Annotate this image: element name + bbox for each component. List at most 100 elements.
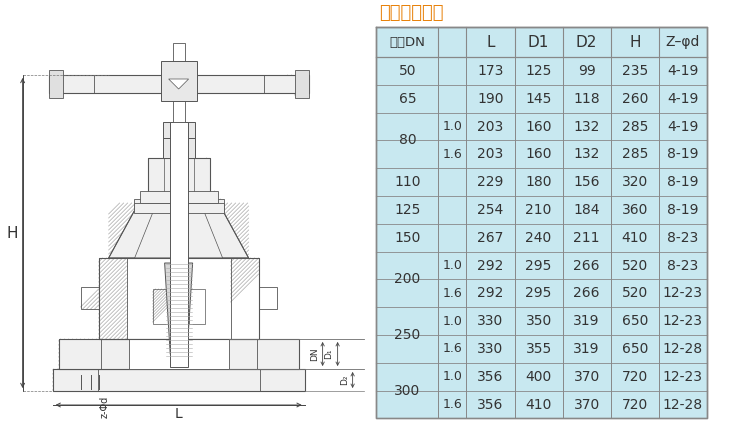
Text: 4-19: 4-19 [668,92,698,106]
Bar [153,289,169,324]
Text: 1.6: 1.6 [442,342,462,355]
Text: 12-23: 12-23 [663,370,703,384]
Text: 8-23: 8-23 [668,258,698,272]
Bar [231,258,259,339]
Text: 300: 300 [394,384,421,398]
Bar [49,75,94,93]
Text: 295: 295 [526,286,552,300]
Text: 650: 650 [622,342,648,356]
Text: 173: 173 [477,64,504,78]
Text: 180: 180 [525,175,552,189]
Text: 285: 285 [622,120,648,134]
Text: 235: 235 [622,64,648,78]
Text: 400: 400 [526,370,552,384]
Text: 292: 292 [477,258,504,272]
Bar [295,70,309,98]
Bar [129,339,229,369]
Text: 250: 250 [394,328,421,342]
Text: 356: 356 [477,398,504,412]
Text: L: L [486,35,495,49]
Bar [53,369,305,391]
Text: 1.6: 1.6 [442,148,462,161]
Bar [260,369,305,391]
Text: 319: 319 [574,314,600,328]
Text: 8-19: 8-19 [667,147,698,161]
Text: 125: 125 [526,64,552,78]
Bar [189,289,205,324]
Text: 8-19: 8-19 [667,175,698,189]
Bar [134,203,224,213]
Text: 1.0: 1.0 [442,259,462,272]
Text: 330: 330 [477,342,503,356]
Text: Z–φd: Z–φd [666,35,700,49]
Polygon shape [109,203,248,258]
Text: 285: 285 [622,147,648,161]
Text: 260: 260 [622,92,648,106]
Text: 319: 319 [574,342,600,356]
Bar [140,191,218,203]
Text: 330: 330 [477,314,503,328]
Bar [148,158,209,203]
Bar [256,339,298,369]
Text: 118: 118 [573,92,600,106]
Text: D₁: D₁ [325,349,334,359]
Text: 1.0: 1.0 [442,370,462,383]
Bar [99,258,259,339]
Bar [163,138,195,158]
Bar [170,122,188,367]
Polygon shape [165,263,193,364]
Text: 150: 150 [394,231,421,244]
Text: 132: 132 [574,147,600,161]
Text: 156: 156 [574,175,600,189]
Bar [58,339,298,369]
Text: DN: DN [310,347,319,361]
Text: 1.6: 1.6 [442,287,462,300]
Text: 184: 184 [574,203,600,217]
Text: 160: 160 [525,147,552,161]
Bar [134,199,224,211]
Text: 190: 190 [477,92,504,106]
Text: 355: 355 [526,342,552,356]
Bar [53,369,98,391]
Text: 410: 410 [622,231,648,244]
Text: 口径DN: 口径DN [389,36,425,49]
Text: 520: 520 [622,286,648,300]
Text: 254: 254 [477,203,503,217]
Bar [49,75,309,93]
Bar [194,158,209,203]
Text: 4-19: 4-19 [668,120,698,134]
Text: D2: D2 [576,35,597,49]
Text: 8-19: 8-19 [667,203,698,217]
Text: 8-23: 8-23 [668,231,698,244]
Text: 356: 356 [477,370,504,384]
Text: H: H [629,35,640,49]
Text: 360: 360 [622,203,648,217]
Text: 350: 350 [526,314,552,328]
Text: 160: 160 [525,120,552,134]
Text: 320: 320 [622,175,648,189]
Text: 12-23: 12-23 [663,286,703,300]
Text: 99: 99 [578,64,596,78]
Bar [376,27,707,418]
Text: 1.0: 1.0 [442,315,462,327]
Text: 110: 110 [394,175,421,189]
Text: 292: 292 [477,286,504,300]
Text: 1.6: 1.6 [442,398,462,411]
Text: 145: 145 [526,92,552,106]
Text: 267: 267 [477,231,504,244]
Text: 266: 266 [574,258,600,272]
Text: 132: 132 [574,120,600,134]
Text: 65: 65 [398,92,416,106]
Text: z-Φd: z-Φd [100,396,109,418]
Text: 12-23: 12-23 [663,314,703,328]
Text: 1.0: 1.0 [442,120,462,133]
Text: 211: 211 [574,231,600,244]
Polygon shape [169,79,189,89]
Text: 50: 50 [398,64,416,78]
Text: 主要连接尺寸: 主要连接尺寸 [380,4,444,22]
Bar [58,339,100,369]
Text: 370: 370 [574,370,600,384]
Text: 4-19: 4-19 [668,64,698,78]
Text: 203: 203 [477,147,503,161]
Text: 720: 720 [622,370,648,384]
